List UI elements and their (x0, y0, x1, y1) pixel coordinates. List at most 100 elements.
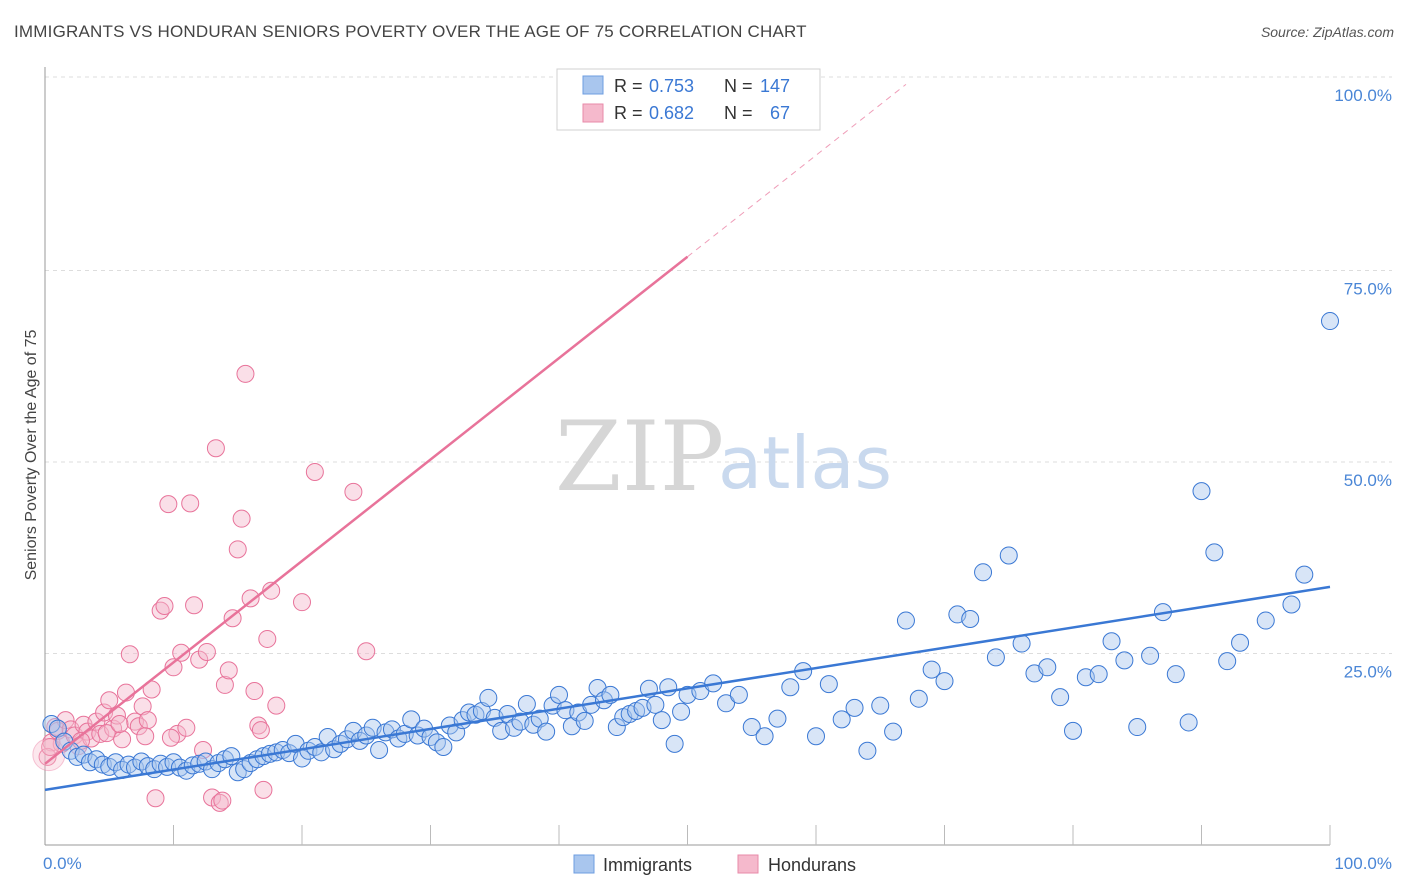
immigrant-point (729, 685, 748, 704)
bottom-legend-swatch-hondurans (737, 854, 759, 874)
immigrant-point (742, 718, 761, 737)
legend-n-value-1: 147 (760, 76, 790, 96)
honduran-point (146, 789, 165, 808)
immigrant-point (575, 711, 594, 730)
honduran-point (172, 643, 191, 662)
honduran-point (155, 597, 174, 616)
hondurans-trend-line (44, 255, 689, 765)
honduran-point (136, 727, 155, 746)
honduran-point (236, 364, 255, 383)
immigrant-point (961, 610, 980, 629)
immigrant-point (768, 709, 787, 728)
honduran-point (161, 728, 180, 747)
honduran-point (190, 650, 209, 669)
honduran-point (194, 741, 213, 760)
hondurans-points (32, 364, 376, 812)
legend-n-label-2: N = (724, 103, 753, 123)
honduran-point (197, 642, 216, 661)
immigrant-point (1102, 632, 1121, 651)
immigrant-point (755, 727, 774, 746)
axis-layer: 25.0% 50.0% 75.0% 100.0% 0.0% 100.0% (43, 67, 1392, 873)
immigrant-point (42, 714, 61, 733)
immigrant-point (1231, 633, 1250, 652)
honduran-point (138, 711, 157, 730)
legend-r-label-1: R = (614, 76, 643, 96)
honduran-point (120, 645, 139, 664)
honduran-point (213, 791, 232, 810)
honduran-point (223, 609, 242, 628)
immigrant-point (884, 722, 903, 741)
honduran-point (133, 697, 152, 716)
immigrant-point (999, 546, 1018, 565)
immigrant-point (909, 689, 928, 708)
honduran-point (305, 462, 324, 481)
immigrant-point (1321, 312, 1339, 331)
immigrant-point (646, 695, 665, 714)
immigrant-point (717, 694, 736, 713)
immigrant-point (1192, 482, 1211, 501)
honduran-point (254, 780, 273, 799)
x-tick-label-max: 100.0% (1334, 854, 1392, 873)
honduran-point (267, 696, 286, 715)
immigrant-point (530, 709, 549, 728)
immigrants-trend-line (44, 585, 1331, 792)
immigrant-point (652, 711, 671, 730)
immigrant-point (1051, 688, 1070, 707)
immigrant-point (1256, 611, 1275, 630)
immigrant-point (479, 688, 498, 707)
honduran-point (251, 721, 270, 740)
watermark: ZIP atlas (555, 401, 892, 513)
immigrant-point (434, 737, 453, 756)
honduran-point (228, 540, 247, 559)
watermark-zip: ZIP (555, 401, 724, 513)
honduran-point (129, 717, 148, 736)
immigrant-point (402, 710, 421, 729)
honduran-point (97, 724, 116, 743)
honduran-point (181, 494, 200, 513)
bottom-legend-swatch-immigrants (573, 854, 595, 874)
y-tick-label: 25.0% (1344, 663, 1392, 682)
immigrant-point (1166, 665, 1185, 684)
immigrant-point (1115, 651, 1134, 670)
x-tick-label-min: 0.0% (43, 854, 82, 873)
immigrant-point (48, 719, 67, 738)
honduran-point (110, 714, 129, 733)
legend-swatch-immigrants (582, 75, 604, 95)
hondurans-trend-extension (687, 83, 907, 258)
legend-n-label-1: N = (724, 76, 753, 96)
immigrant-point (1295, 565, 1314, 584)
honduran-point (215, 675, 234, 694)
immigrant-point (427, 733, 446, 752)
immigrant-point (986, 648, 1005, 667)
immigrant-point (858, 741, 877, 760)
immigrant-point (922, 660, 941, 679)
immigrant-point (845, 698, 864, 717)
y-tick-label: 50.0% (1344, 471, 1392, 490)
honduran-point (210, 793, 229, 812)
immigrant-point (1205, 543, 1224, 562)
immigrant-point (832, 710, 851, 729)
legend-n-value-2: 67 (770, 103, 790, 123)
immigrant-point (370, 741, 389, 760)
immigrant-point (1038, 658, 1057, 677)
legend-box: R = 0.753 N = 147 R = 0.682 N = 67 (556, 68, 821, 131)
immigrant-point (672, 702, 691, 721)
honduran-point (357, 642, 376, 661)
watermark-atlas: atlas (718, 421, 892, 505)
immigrant-point (896, 611, 915, 630)
honduran-point (206, 439, 225, 458)
source-credit: Source: ZipAtlas.com (1260, 24, 1394, 40)
immigrant-point (607, 718, 626, 737)
immigrant-point (1282, 595, 1301, 614)
honduran-point (159, 495, 178, 514)
legend-r-label-2: R = (614, 103, 643, 123)
legend-r-value-2: 0.682 (649, 103, 694, 123)
honduran-point (177, 718, 196, 737)
immigrant-point (974, 563, 993, 582)
immigrant-point (1179, 713, 1198, 732)
immigrant-point (871, 696, 890, 715)
immigrant-point (550, 685, 568, 704)
bottom-legend: Immigrants Hondurans (573, 854, 856, 875)
immigrant-point (819, 675, 838, 694)
